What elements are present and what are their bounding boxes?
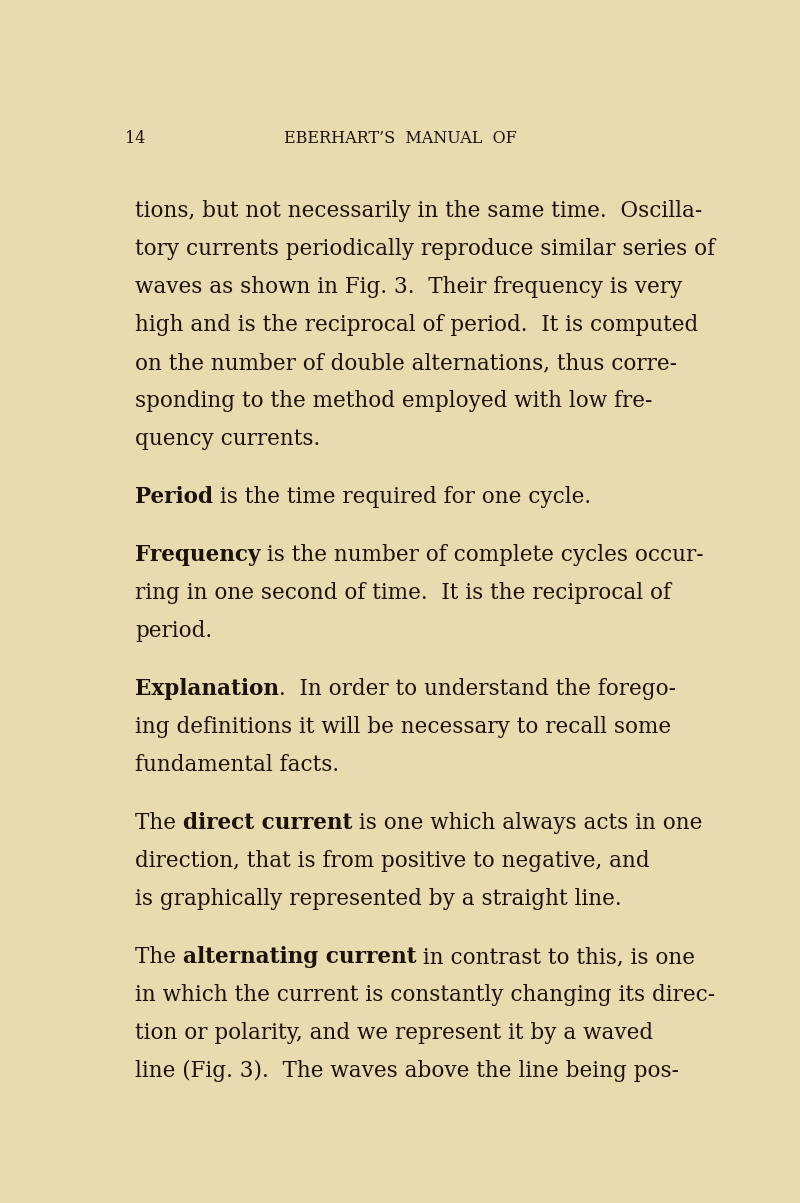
Text: in contrast to this, is one: in contrast to this, is one — [416, 946, 695, 968]
Text: tion or polarity, and we represent it by a waved: tion or polarity, and we represent it by… — [135, 1023, 653, 1044]
Text: period.: period. — [135, 620, 212, 642]
Text: tions, but not necessarily in the same time.  Oscilla-: tions, but not necessarily in the same t… — [135, 200, 702, 223]
Text: The: The — [135, 812, 183, 834]
Text: line (Fig. 3).  The waves above the line being pos-: line (Fig. 3). The waves above the line … — [135, 1060, 679, 1081]
Text: sponding to the method employed with low fre-: sponding to the method employed with low… — [135, 390, 652, 411]
Text: high and is the reciprocal of period.  It is computed: high and is the reciprocal of period. It… — [135, 314, 698, 336]
Text: The: The — [135, 946, 183, 968]
Text: fundamental facts.: fundamental facts. — [135, 754, 339, 776]
Text: direction, that is from positive to negative, and: direction, that is from positive to nega… — [135, 851, 650, 872]
Text: on the number of double alternations, thus corre-: on the number of double alternations, th… — [135, 352, 677, 374]
Text: quency currents.: quency currents. — [135, 428, 320, 450]
Text: EBERHART’S  MANUAL  OF: EBERHART’S MANUAL OF — [284, 130, 516, 147]
Text: Period: Period — [135, 486, 213, 508]
Text: alternating current: alternating current — [183, 946, 416, 968]
Text: direct current: direct current — [183, 812, 352, 834]
Text: 14: 14 — [125, 130, 146, 147]
Text: ring in one second of time.  It is the reciprocal of: ring in one second of time. It is the re… — [135, 582, 671, 604]
Text: is graphically represented by a straight line.: is graphically represented by a straight… — [135, 888, 622, 909]
Text: Frequency: Frequency — [135, 544, 261, 565]
Text: waves as shown in Fig. 3.  Their frequency is very: waves as shown in Fig. 3. Their frequenc… — [135, 275, 682, 298]
Text: is the time required for one cycle.: is the time required for one cycle. — [213, 486, 591, 508]
Text: tory currents periodically reproduce similar series of: tory currents periodically reproduce sim… — [135, 238, 715, 260]
Text: in which the current is constantly changing its direc-: in which the current is constantly chang… — [135, 984, 715, 1006]
Text: is one which always acts in one: is one which always acts in one — [352, 812, 702, 834]
Text: .  In order to understand the forego-: . In order to understand the forego- — [279, 678, 676, 700]
Text: is the number of complete cycles occur-: is the number of complete cycles occur- — [261, 544, 704, 565]
Text: Explanation: Explanation — [135, 678, 279, 700]
Text: ing definitions it will be necessary to recall some: ing definitions it will be necessary to … — [135, 716, 671, 737]
